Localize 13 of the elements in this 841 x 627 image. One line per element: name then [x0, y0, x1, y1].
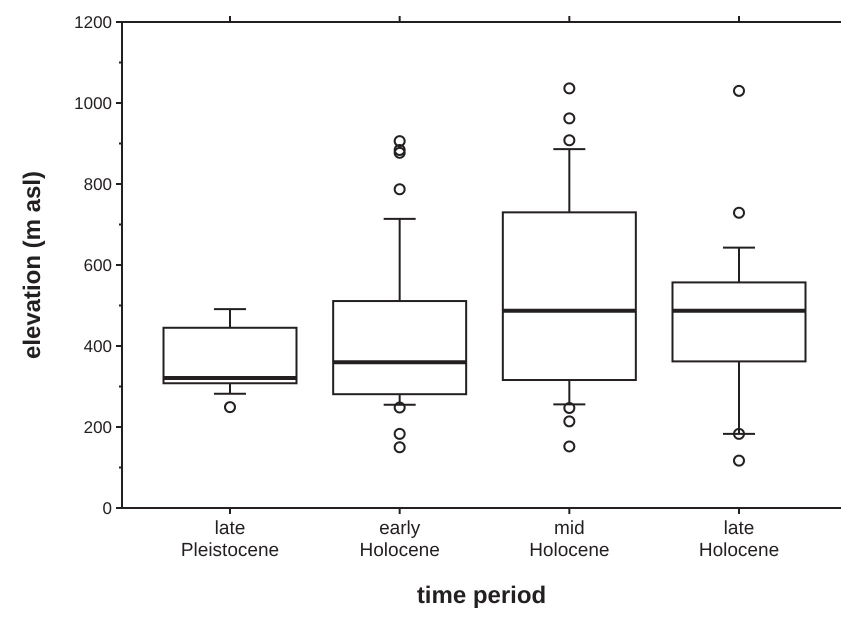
- x-tick-label: mid Holocene: [529, 518, 610, 561]
- y-axis-title: elevation (m asl): [19, 170, 46, 360]
- y-tick-label: 1000: [74, 94, 112, 113]
- y-tick-label: 800: [84, 174, 112, 194]
- x-tick-label: late Pleistocene: [180, 518, 280, 561]
- y-tick-label: 1200: [74, 12, 112, 32]
- x-tick-label: late Holocene: [698, 518, 780, 561]
- y-tick-label: 0: [102, 498, 112, 518]
- y-tick-label: 600: [84, 256, 112, 275]
- x-tick-label: early Holocene: [360, 518, 440, 561]
- y-tick-label: 200: [84, 418, 112, 437]
- y-tick-label: 400: [84, 336, 112, 356]
- x-axis-title: time period: [416, 582, 546, 609]
